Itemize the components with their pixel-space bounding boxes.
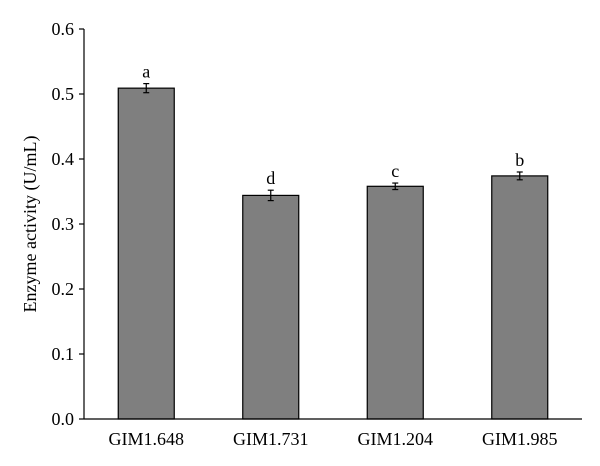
y-tick-label: 0.1: [52, 344, 75, 364]
x-tick-label: GIM1.648: [109, 429, 185, 449]
bar-gim1-985: [491, 175, 549, 420]
y-tick-label: 0.3: [52, 214, 75, 234]
bar-gim1-648: [117, 87, 175, 420]
y-tick-label: 0.4: [52, 149, 75, 169]
y-tick-label: 0.6: [52, 19, 75, 39]
significance-letter: c: [391, 161, 399, 181]
error-bar: [392, 182, 399, 191]
y-tick-label: 0.5: [52, 84, 75, 104]
x-tick-label: GIM1.731: [233, 429, 309, 449]
y-tick-label: 0.0: [52, 409, 75, 429]
error-bar: [267, 189, 274, 202]
error-bar: [143, 82, 150, 94]
y-tick-label: 0.2: [52, 279, 75, 299]
axes: 0.0 0.1 0.2 0.3 0.4 0.5 0.6 GIM1.648 GIM1.731 GIM…: [52, 19, 582, 449]
y-axis-title: Enzyme activity (U/mL): [20, 136, 41, 313]
significance-letter: d: [266, 168, 275, 188]
x-tick-label: GIM1.985: [482, 429, 558, 449]
bar-gim1-731: [242, 194, 300, 420]
error-bar: [516, 171, 523, 181]
bar-gim1-204: [366, 185, 424, 420]
significance-letter: b: [515, 150, 524, 170]
significance-letter: a: [142, 62, 150, 82]
x-tick-label: GIM1.204: [358, 429, 434, 449]
plot-area: a d c b: [117, 62, 549, 420]
